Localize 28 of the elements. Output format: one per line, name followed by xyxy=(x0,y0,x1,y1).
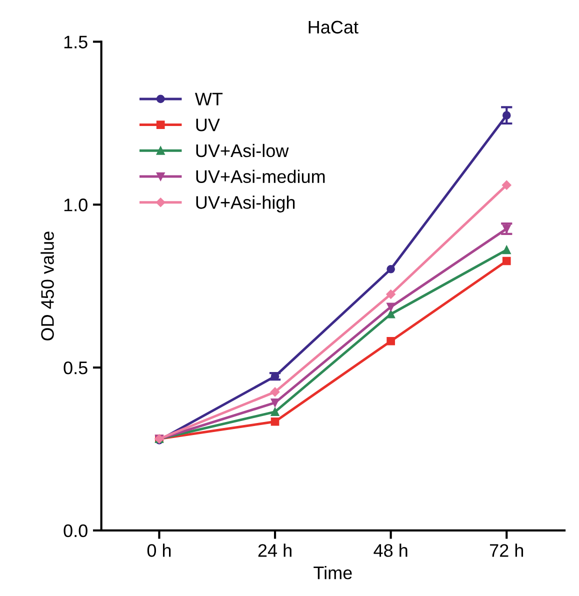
point xyxy=(502,256,511,266)
point xyxy=(386,336,395,346)
point xyxy=(386,290,396,299)
point xyxy=(270,408,280,416)
y-tick-label: 1.0 xyxy=(64,198,88,212)
legend-label: UV+Asi-high xyxy=(196,196,295,212)
legend-label: UV+Asi-low xyxy=(196,144,289,158)
point xyxy=(502,180,512,190)
y-tick-label: 1.5 xyxy=(64,36,88,48)
point xyxy=(270,398,280,407)
x-tick-label: 0 h xyxy=(147,544,171,557)
legend-label: UV xyxy=(196,118,220,132)
x-tick-label: 24 h xyxy=(258,544,292,557)
x-axis-title: Time xyxy=(314,566,352,580)
point xyxy=(386,264,395,274)
y-axis-title: OD 450 value xyxy=(40,232,54,340)
chart-title: HaCat xyxy=(308,20,358,34)
y-tick-label: 0.0 xyxy=(64,524,88,538)
y-tick-label: 0.5 xyxy=(64,361,88,374)
point xyxy=(270,387,280,397)
point xyxy=(386,310,395,318)
x-tick-label: 72 h xyxy=(490,544,524,557)
point xyxy=(386,302,395,312)
point xyxy=(270,417,280,426)
legend-label: WT xyxy=(194,92,223,106)
legend-label: UV+Asi-medium xyxy=(196,170,325,184)
x-tick-label: 48 h xyxy=(374,544,408,557)
point xyxy=(502,246,511,254)
